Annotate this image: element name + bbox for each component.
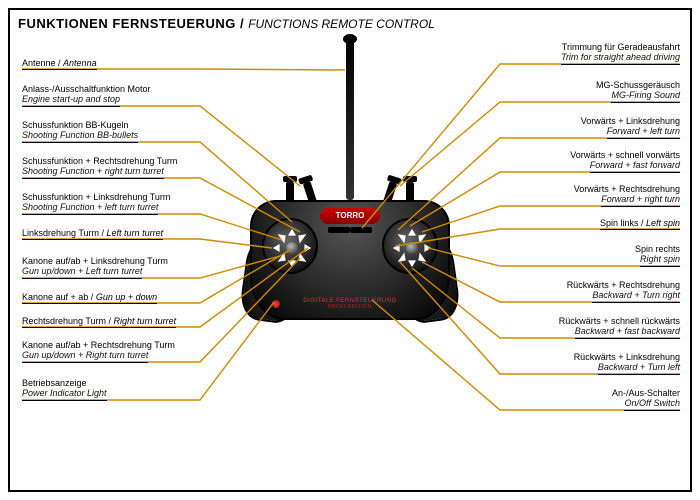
direction-arrows-icon: [390, 226, 434, 270]
title-de: FUNKTIONEN FERNSTEUERUNG: [18, 16, 236, 31]
direction-arrows-icon: [270, 226, 314, 270]
trim-slider-2: [350, 227, 372, 233]
trim-slider-1: [328, 227, 350, 233]
brand-badge: TORRO: [320, 208, 380, 224]
power-led-icon: [272, 300, 280, 308]
callout-right-8: Rückwärts + schnell rückwärtsBackward + …: [500, 316, 680, 339]
callout-right-7: Rückwärts + RechtsdrehungBackward + Turn…: [500, 280, 680, 303]
callout-right-6: Spin rechtsRight spin: [500, 244, 680, 267]
callout-left-4: Schussfunktion + Linksdrehung TurmShooti…: [22, 192, 200, 215]
page-title: FUNKTIONEN FERNSTEUERUNG / FUNCTIONS REM…: [18, 16, 435, 31]
callout-right-1: MG-SchussgeräuschMG-Firing Sound: [500, 80, 680, 103]
callout-left-6: Kanone auf/ab + Linksdrehung TurmGun up/…: [22, 256, 200, 279]
callout-left-9: Kanone auf/ab + Rechtsdrehung TurmGun up…: [22, 340, 200, 363]
left-joystick: [262, 218, 318, 274]
callout-right-10: An-/Aus-SchalterOn/Off Switch: [500, 388, 680, 411]
callout-right-4: Vorwärts + RechtsdrehungForward + right …: [500, 184, 680, 207]
callout-left-7: Kanone auf + ab / Gun up + down: [22, 292, 200, 304]
callout-left-10: BetriebsanzeigePower Indicator Light: [22, 378, 200, 401]
callout-right-0: Trimmung für GeradeausfahrtTrim for stra…: [500, 42, 680, 65]
callout-left-3: Schussfunktion + Rechtsdrehung TurmShoot…: [22, 156, 200, 179]
callout-right-9: Rückwärts + LinksdrehungBackward + Turn …: [500, 352, 680, 375]
callout-right-2: Vorwärts + LinksdrehungForward + left tu…: [500, 116, 680, 139]
callout-right-5: Spin links / Left spin: [500, 218, 680, 230]
callout-left-8: Rechtsdrehung Turm / Right turn turret: [22, 316, 200, 328]
callout-left-5: Linksdrehung Turm / Left turn turret: [22, 228, 200, 240]
callout-right-3: Vorwärts + schnell vorwärtsForward + fas…: [500, 150, 680, 173]
panel-label: DIGITALE FERNSTEUERUNG PROFI-EDITION: [296, 298, 404, 310]
antenna-icon: [346, 40, 354, 200]
title-en: FUNCTIONS REMOTE CONTROL: [248, 17, 435, 31]
remote-controller: TORRO DIGITALE FERNSTEUERUNG PROFI-EDITI…: [250, 160, 450, 320]
callout-left-2: Schussfunktion BB-KugelnShooting Functio…: [22, 120, 200, 143]
right-joystick: [382, 218, 438, 274]
callout-left-1: Anlass-/Ausschaltfunktion MotorEngine st…: [22, 84, 200, 107]
callout-left-0: Antenne / Antenna: [22, 58, 200, 70]
